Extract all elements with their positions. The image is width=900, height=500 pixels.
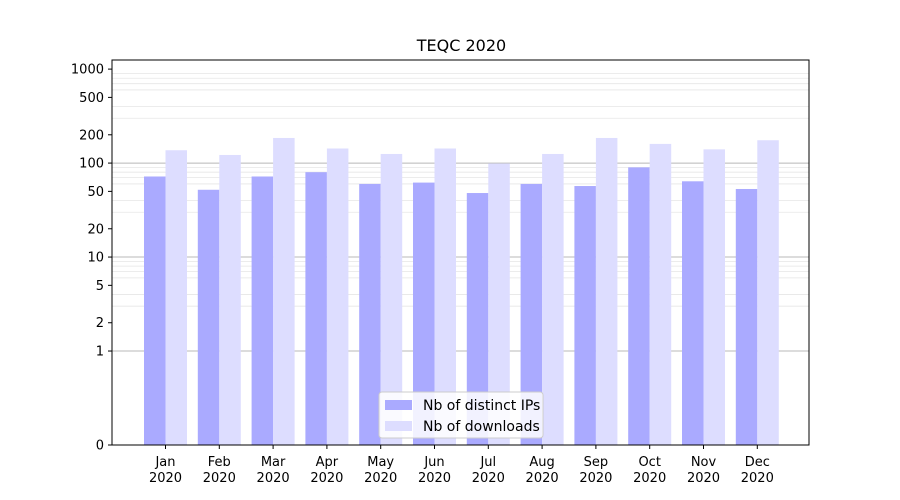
chart-title: TEQC 2020 [416, 36, 506, 55]
x-tick-label-year: 2020 [364, 471, 397, 486]
bar-distinct-ips [735, 188, 758, 445]
x-axis: Jan2020Feb2020Mar2020Apr2020May2020Jun20… [149, 445, 774, 486]
x-tick-label-month: May [367, 455, 394, 470]
x-tick-label-year: 2020 [149, 471, 182, 486]
x-tick-label-year: 2020 [310, 471, 343, 486]
bar-downloads [326, 148, 349, 445]
bar-distinct-ips [359, 183, 381, 445]
x-tick-label-month: Feb [208, 455, 231, 470]
bar-downloads [595, 137, 618, 446]
bar-distinct-ips [413, 182, 435, 445]
bar-downloads [219, 154, 241, 445]
legend-swatch [385, 400, 412, 410]
y-tick-label: 100 [79, 157, 104, 172]
x-tick-label-year: 2020 [579, 471, 612, 486]
x-tick-label-year: 2020 [687, 471, 720, 486]
bar-downloads [165, 150, 187, 446]
x-tick-label-month: Dec [745, 455, 770, 470]
legend: Nb of distinct IPs Nb of downloads [378, 391, 544, 439]
bar-downloads [488, 163, 510, 445]
y-tick-label: 0 [96, 439, 104, 454]
x-tick-label-year: 2020 [741, 471, 774, 486]
bar-downloads [542, 153, 564, 445]
legend-label: Nb of downloads [423, 419, 540, 435]
x-tick-label-month: Apr [316, 455, 339, 470]
bar-distinct-ips [197, 189, 220, 445]
x-tick-label-month: Sep [584, 455, 609, 470]
bar-distinct-ips [682, 181, 704, 445]
bar-downloads [757, 140, 779, 445]
bar-distinct-ips [305, 172, 327, 445]
bar-distinct-ips [628, 167, 650, 445]
x-tick-label-month: Jul [479, 455, 496, 470]
bar-distinct-ips [574, 186, 596, 445]
x-tick-label-month: Jan [154, 455, 175, 470]
y-tick-label: 50 [87, 185, 104, 200]
x-tick-label-year: 2020 [526, 471, 559, 486]
x-tick-label-year: 2020 [257, 471, 290, 486]
bar-downloads [273, 137, 295, 446]
bar-downloads [703, 149, 725, 445]
y-tick-label: 1000 [71, 63, 104, 78]
bar-downloads [380, 153, 403, 445]
y-tick-label: 200 [79, 128, 104, 143]
y-axis: 0 1 2 5 10 20 50 100 200 500 1000 [71, 63, 112, 454]
bar-downloads [649, 143, 672, 446]
y-tick-label: 2 [96, 316, 104, 331]
legend-box [378, 391, 544, 439]
legend-label: Nb of distinct IPs [423, 398, 540, 414]
y-tick-label: 5 [96, 279, 104, 294]
x-tick-label-year: 2020 [418, 471, 451, 486]
bar-distinct-ips [520, 183, 543, 445]
bar-distinct-ips [466, 193, 489, 445]
y-tick-label: 20 [87, 222, 104, 237]
x-tick-label-month: Mar [261, 455, 286, 470]
x-tick-label-year: 2020 [633, 471, 666, 486]
y-tick-label: 10 [87, 251, 104, 266]
x-tick-label-month: Nov [691, 455, 717, 470]
y-tick-label: 500 [79, 91, 104, 106]
plot-frame [111, 59, 810, 446]
x-tick-label-year: 2020 [203, 471, 236, 486]
bar-distinct-ips [144, 176, 166, 446]
bar-downloads [434, 148, 456, 445]
x-tick-label-year: 2020 [472, 471, 505, 486]
y-tick-label: 1 [96, 345, 104, 360]
bar-distinct-ips [251, 176, 274, 446]
x-tick-label-month: Jun [423, 455, 444, 470]
bars [144, 137, 779, 446]
x-tick-label-month: Oct [638, 455, 660, 470]
legend-swatch [385, 421, 412, 431]
x-tick-label-month: Aug [529, 455, 554, 470]
